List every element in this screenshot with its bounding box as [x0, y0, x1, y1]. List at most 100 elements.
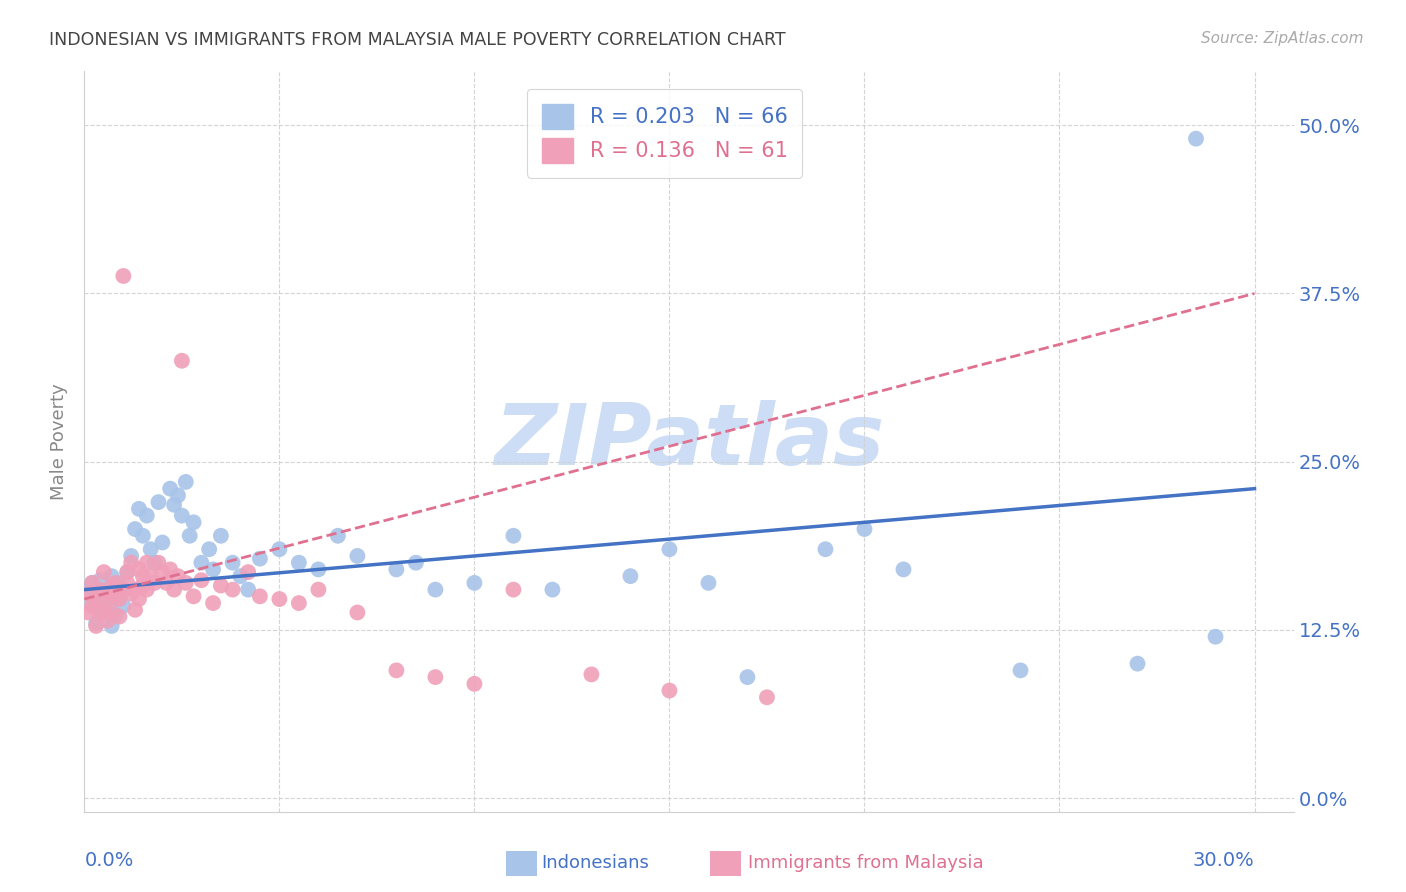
Point [221, 556, 243, 570]
Point [307, 562, 329, 576]
Point [1205, 630, 1227, 644]
Point [170, 508, 193, 523]
Point [159, 562, 181, 576]
Point [1010, 664, 1032, 678]
Point [249, 590, 271, 604]
Point [84, 616, 107, 631]
Point [755, 690, 778, 705]
Point [658, 542, 681, 557]
Point [104, 590, 127, 604]
Point [159, 482, 181, 496]
Point [853, 522, 876, 536]
Point [135, 556, 157, 570]
Point [120, 556, 142, 570]
Point [405, 556, 427, 570]
Point [155, 575, 177, 590]
Point [202, 596, 225, 610]
Point [385, 562, 408, 576]
Point [658, 683, 681, 698]
Point [229, 569, 252, 583]
Y-axis label: Male Poverty: Male Poverty [51, 384, 69, 500]
Point [697, 575, 720, 590]
Point [89, 606, 111, 620]
Point [198, 542, 221, 557]
Point [619, 569, 641, 583]
Point [221, 582, 243, 597]
Point [77, 587, 100, 601]
Point [288, 596, 311, 610]
Point [135, 582, 157, 597]
Point [167, 569, 190, 583]
Point [174, 575, 197, 590]
Point [269, 542, 291, 557]
Point [326, 529, 349, 543]
Point [89, 600, 111, 615]
Point [167, 488, 190, 502]
Point [346, 606, 368, 620]
Point [84, 592, 107, 607]
Point [112, 599, 135, 613]
Point [84, 619, 107, 633]
Point [135, 508, 157, 523]
Point [104, 575, 127, 590]
Point [737, 670, 759, 684]
Point [238, 565, 260, 579]
Point [128, 592, 150, 607]
Text: INDONESIAN VS IMMIGRANTS FROM MALAYSIA MALE POVERTY CORRELATION CHART: INDONESIAN VS IMMIGRANTS FROM MALAYSIA M… [49, 31, 786, 49]
Point [179, 529, 201, 543]
Point [288, 556, 311, 570]
Point [93, 606, 115, 620]
Point [104, 608, 127, 623]
Text: ZIPatlas: ZIPatlas [494, 400, 884, 483]
Point [814, 542, 837, 557]
Point [100, 619, 122, 633]
Point [1126, 657, 1149, 671]
Point [128, 562, 150, 576]
Point [150, 565, 173, 579]
Point [183, 516, 205, 530]
Point [163, 498, 186, 512]
Point [124, 582, 146, 597]
Point [108, 609, 131, 624]
Text: 30.0%: 30.0% [1192, 851, 1254, 870]
Point [238, 582, 260, 597]
Point [269, 592, 291, 607]
Point [93, 587, 115, 601]
Point [463, 677, 485, 691]
Point [425, 670, 447, 684]
Point [170, 353, 193, 368]
Point [124, 522, 146, 536]
Point [108, 592, 131, 607]
Point [502, 582, 524, 597]
Point [84, 592, 107, 607]
Point [190, 573, 212, 587]
Point [463, 575, 485, 590]
Point [97, 592, 120, 607]
Point [143, 575, 166, 590]
Point [104, 582, 127, 597]
Point [541, 582, 564, 597]
Point [346, 549, 368, 563]
Text: Indonesians: Indonesians [541, 855, 650, 872]
Point [124, 603, 146, 617]
Text: Source: ZipAtlas.com: Source: ZipAtlas.com [1201, 31, 1364, 46]
Point [100, 606, 122, 620]
Point [82, 599, 104, 613]
Point [425, 582, 447, 597]
Point [202, 562, 225, 576]
Point [108, 592, 131, 607]
Point [132, 578, 155, 592]
Point [893, 562, 915, 576]
Point [93, 565, 115, 579]
Point [139, 542, 162, 557]
Legend: R = 0.203   N = 66, R = 0.136   N = 61: R = 0.203 N = 66, R = 0.136 N = 61 [527, 89, 803, 178]
Point [117, 565, 139, 579]
Point [183, 590, 205, 604]
Point [148, 495, 170, 509]
Point [502, 529, 524, 543]
Point [97, 587, 120, 601]
Point [117, 565, 139, 579]
Point [190, 556, 212, 570]
Point [97, 599, 120, 613]
Point [139, 569, 162, 583]
